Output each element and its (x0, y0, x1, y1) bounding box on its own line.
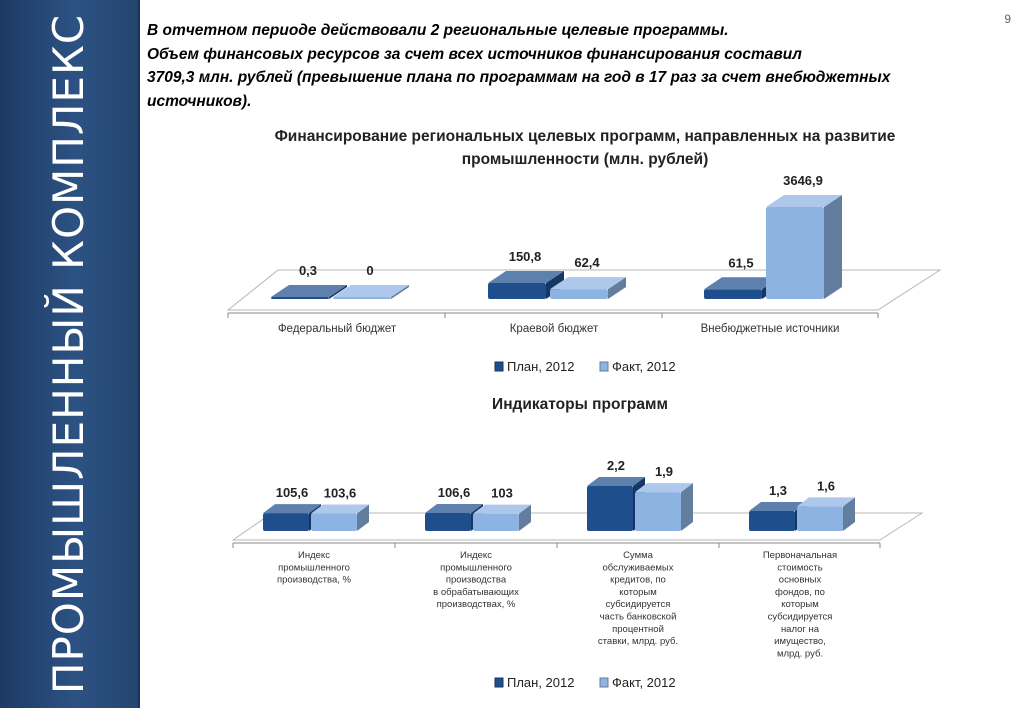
bar (635, 483, 693, 531)
bar (425, 504, 483, 531)
funding-chart: 0,3 0 Федеральный бюджет 150,8 62,4 Краевой б… (226, 173, 942, 374)
legend-swatch (494, 677, 504, 688)
bar (333, 285, 409, 299)
chart1-title: Финансирование региональных целевых прог… (274, 128, 896, 168)
data-label: 62,4 (574, 255, 600, 270)
legend-swatch (599, 361, 609, 372)
x-tick-label: Индекс промышленного производства в обрабат… (433, 550, 519, 610)
legend-label: Факт, 2012 (612, 359, 676, 374)
data-label: 106,6 (438, 485, 471, 500)
indicators-chart: 105,6 103,6 Индекс промышленного производств… (231, 458, 924, 690)
data-label: 0,3 (299, 263, 317, 278)
data-label: 1,6 (817, 478, 835, 493)
data-label: 1,3 (769, 483, 787, 498)
x-tick-label: Сумма обслуживаемых кредитов, по которым суб… (598, 550, 678, 647)
sidebar-title: ПРОМЫШЛЕННЫЙ КОМПЛЕКС (44, 13, 93, 695)
data-label: 0 (366, 263, 373, 278)
page-number: 9 (1004, 12, 1011, 26)
data-label: 105,6 (276, 485, 309, 500)
x-tick-label: Индекс промышленного производства, % (277, 550, 352, 586)
data-label: 150,8 (509, 249, 542, 264)
intro-line: Объем финансовых ресурсов за счет всех и… (147, 45, 802, 63)
data-label: 3646,9 (783, 173, 823, 188)
bar (488, 271, 564, 299)
legend-label: План, 2012 (507, 675, 574, 690)
x-tick-label: Краевой бюджет (510, 323, 599, 335)
legend-swatch (494, 361, 504, 372)
sidebar: ПРОМЫШЛЕННЫЙ КОМПЛЕКС (0, 0, 140, 708)
data-label: 103 (491, 486, 513, 501)
x-tick-label: Внебюджетные источники (701, 323, 840, 335)
x-tick-label: Первоначальная стоимость основных фондов, п… (763, 550, 837, 659)
bar (311, 504, 369, 531)
x-tick-label: Федеральный бюджет (278, 323, 397, 335)
bar (766, 195, 842, 299)
intro-text: В отчетном периоде действовали 2 региона… (147, 19, 977, 113)
chart2-title: Индикаторы программ (492, 396, 668, 413)
legend-label: Факт, 2012 (612, 675, 676, 690)
intro-line: 3709,3 млн. рублей (превышение плана по … (147, 69, 891, 110)
bar (271, 285, 347, 299)
data-label: 61,5 (728, 255, 753, 270)
data-label: 103,6 (324, 486, 357, 501)
data-label: 2,2 (607, 458, 625, 473)
intro-line: В отчетном периоде действовали 2 региона… (147, 22, 729, 39)
bar (797, 497, 855, 531)
bar (473, 504, 531, 531)
data-label: 1,9 (655, 464, 673, 479)
bar (550, 277, 626, 299)
legend-swatch (599, 677, 609, 688)
legend-label: План, 2012 (507, 359, 574, 374)
